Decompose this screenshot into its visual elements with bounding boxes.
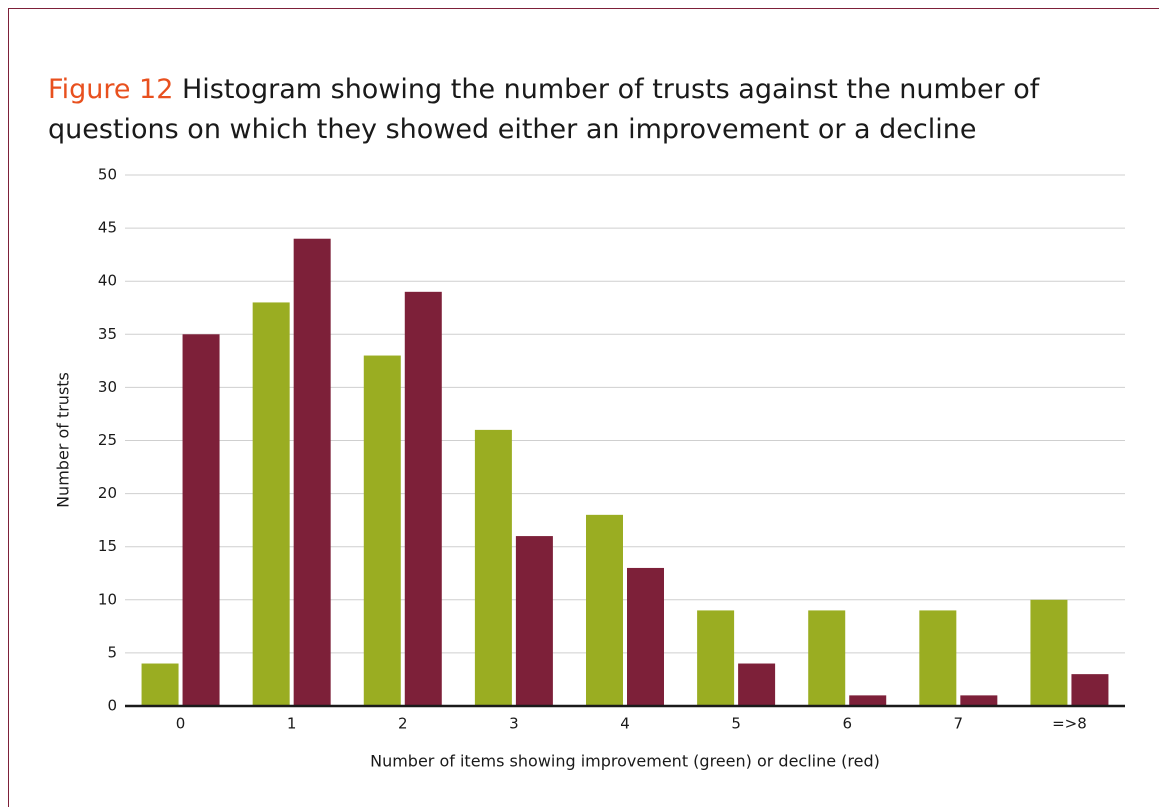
bar [808,610,846,706]
bar [1071,674,1109,706]
x-tick-label: 3 [509,715,519,733]
bar [1030,599,1068,706]
y-tick-label: 15 [98,537,117,555]
y-tick-label: 25 [98,431,117,449]
bar [182,334,220,706]
y-tick-label: 35 [98,325,117,343]
y-tick-label: 40 [98,272,117,290]
chart-title: Figure 12 Histogram showing the number o… [48,70,1048,150]
x-tick-label: 2 [398,715,408,733]
x-tick-label: =>8 [1052,715,1087,733]
x-tick-label: 4 [620,715,630,733]
bar [738,663,776,706]
bar [919,610,957,706]
bar [252,302,290,706]
y-tick-label: 5 [107,643,117,661]
x-tick-label: 7 [954,715,964,733]
y-tick-label: 30 [98,378,117,396]
y-tick-label: 50 [98,166,117,184]
bar [404,291,442,706]
x-tick-label: 1 [287,715,297,733]
y-tick-label: 45 [98,219,117,237]
y-tick-label: 20 [98,484,117,502]
bar [586,514,623,706]
figure-label: Figure 12 [48,74,174,105]
y-tick-label: 0 [107,697,117,715]
bar [474,429,512,706]
bar [515,536,553,706]
x-tick-label: 6 [842,715,852,733]
bar [849,695,887,706]
y-tick-label: 10 [98,590,117,608]
bar [697,610,735,706]
frame [8,8,1159,807]
bar [960,695,998,706]
bar [627,567,664,706]
x-tick-label: 0 [176,715,186,733]
title-text: Histogram showing the number of trusts a… [48,74,1040,145]
x-axis-label: Number of items showing improvement (gre… [370,752,880,771]
bar [363,355,401,706]
bar [141,663,179,706]
y-axis-label: Number of trusts [54,372,73,508]
x-tick-label: 5 [731,715,741,733]
bar [293,238,331,706]
